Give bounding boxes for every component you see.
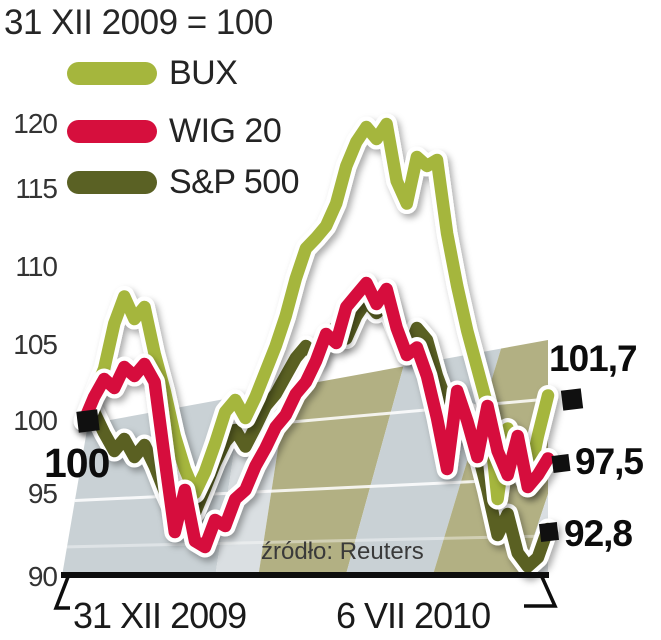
y-tick-100: 100 (13, 405, 58, 436)
x-axis-right-tick (524, 576, 558, 608)
x-label-end: 6 VII 2010 (336, 595, 491, 636)
legend-label-bux: BUX (169, 54, 238, 92)
y-tick-115: 115 (15, 173, 58, 204)
floor-gridline-low (62, 534, 548, 549)
end-marker-s-p-500 (538, 521, 560, 543)
y-tick-105: 105 (13, 329, 58, 360)
series-stroke (77, 276, 555, 554)
chart-title: 31 XII 2009 = 100 (4, 3, 273, 42)
start-value-label: 100 (44, 440, 110, 486)
end-marker-bux (560, 388, 584, 411)
legend-label-wig20: WIG 20 (169, 112, 282, 150)
y-tick-110: 110 (15, 251, 58, 282)
x-axis (53, 572, 558, 610)
legend-swatch-bux (67, 62, 157, 85)
end-value-bux: 101,7 (549, 338, 638, 379)
x-label-start: 31 XII 2009 (73, 595, 247, 636)
y-tick-90: 90 (27, 561, 58, 592)
marker-layer (76, 388, 584, 543)
end-value-wig20: 97,5 (575, 441, 644, 482)
start-marker (76, 409, 100, 433)
legend-label-sp500: S&P 500 (169, 163, 300, 201)
floor-gridline-95 (65, 476, 548, 503)
end-value-sp500: 92,8 (564, 513, 633, 554)
y-tick-120: 120 (13, 108, 58, 139)
series-layer (73, 113, 559, 577)
legend-swatch-sp500 (67, 171, 157, 194)
series-wig-20 (73, 272, 559, 558)
y-tick-95: 95 (27, 478, 58, 509)
x-axis-left-tick (53, 576, 70, 610)
end-marker-wig-20 (551, 454, 571, 473)
source-credit: źródło: Reuters (261, 538, 424, 565)
legend-swatch-wig20 (67, 120, 157, 143)
